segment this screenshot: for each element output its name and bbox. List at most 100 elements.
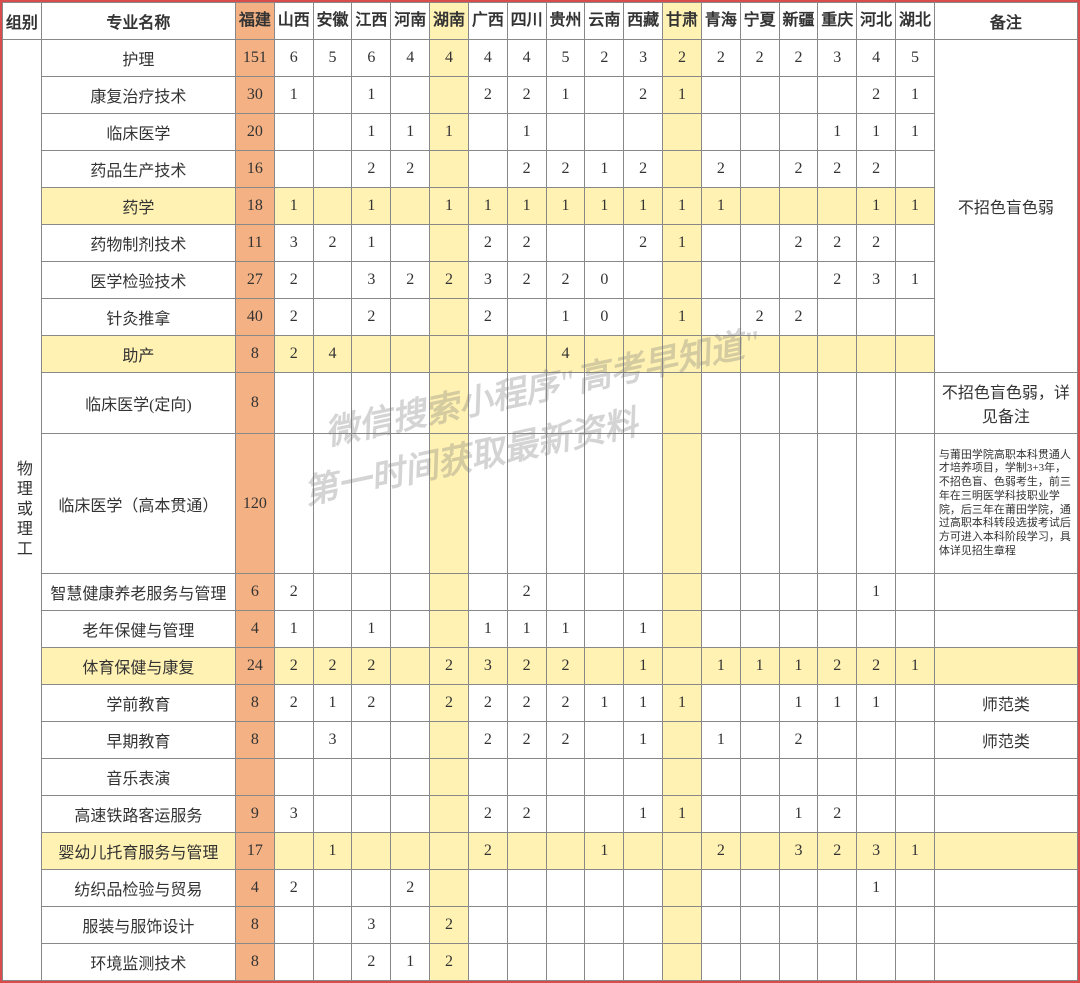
data-cell — [546, 225, 585, 262]
data-cell: 1 — [624, 188, 663, 225]
data-cell — [468, 907, 507, 944]
data-cell — [546, 759, 585, 796]
data-cell: 2 — [624, 225, 663, 262]
data-cell — [546, 796, 585, 833]
data-cell — [740, 611, 779, 648]
data-cell: 2 — [274, 262, 313, 299]
data-cell: 24 — [235, 648, 274, 685]
major-name: 高速铁路客运服务 — [41, 796, 235, 833]
data-cell — [740, 944, 779, 981]
data-cell: 2 — [624, 151, 663, 188]
data-cell: 8 — [235, 944, 274, 981]
data-cell: 2 — [546, 151, 585, 188]
data-cell — [468, 759, 507, 796]
data-cell: 2 — [352, 685, 391, 722]
data-cell — [430, 373, 469, 434]
data-cell — [624, 114, 663, 151]
data-cell — [818, 77, 857, 114]
data-cell: 2 — [274, 299, 313, 336]
data-cell: 1 — [391, 114, 430, 151]
data-cell: 6 — [235, 574, 274, 611]
data-cell: 2 — [507, 225, 546, 262]
data-cell: 1 — [896, 114, 935, 151]
data-cell: 2 — [779, 40, 818, 77]
data-cell: 4 — [313, 336, 352, 373]
data-cell — [391, 907, 430, 944]
data-cell: 16 — [235, 151, 274, 188]
data-cell — [507, 299, 546, 336]
data-cell: 2 — [274, 648, 313, 685]
major-name: 服装与服饰设计 — [41, 907, 235, 944]
data-cell: 3 — [352, 262, 391, 299]
data-cell — [585, 611, 624, 648]
data-cell — [896, 373, 935, 434]
data-cell — [779, 373, 818, 434]
data-cell: 4 — [430, 40, 469, 77]
data-cell — [857, 944, 896, 981]
data-cell: 2 — [468, 685, 507, 722]
data-cell: 2 — [701, 151, 740, 188]
data-cell — [391, 299, 430, 336]
data-cell — [624, 944, 663, 981]
data-cell — [663, 151, 702, 188]
col-header: 新疆 — [779, 3, 818, 40]
data-cell: 2 — [857, 77, 896, 114]
data-cell — [857, 611, 896, 648]
data-cell: 8 — [235, 373, 274, 434]
data-cell: 2 — [274, 870, 313, 907]
major-name: 药物制剂技术 — [41, 225, 235, 262]
col-header: 福建 — [235, 3, 274, 40]
data-cell — [701, 434, 740, 574]
data-cell — [585, 796, 624, 833]
note-cell — [934, 907, 1077, 944]
data-cell — [313, 907, 352, 944]
note-cell: 与莆田学院高职本科贯通人才培养项目，学制3+3年，不招色盲、色弱考生，前三年在三… — [934, 434, 1077, 574]
data-cell: 1 — [701, 722, 740, 759]
data-cell — [624, 833, 663, 870]
data-cell — [624, 373, 663, 434]
data-cell: 2 — [430, 262, 469, 299]
data-cell — [857, 796, 896, 833]
data-cell — [507, 944, 546, 981]
data-cell — [663, 262, 702, 299]
data-cell — [391, 722, 430, 759]
data-cell — [896, 722, 935, 759]
data-cell — [818, 336, 857, 373]
data-cell — [585, 373, 624, 434]
major-name: 药品生产技术 — [41, 151, 235, 188]
data-cell — [779, 907, 818, 944]
data-cell: 4 — [235, 870, 274, 907]
data-cell — [701, 262, 740, 299]
data-cell — [740, 796, 779, 833]
data-cell — [313, 870, 352, 907]
data-cell: 20 — [235, 114, 274, 151]
data-cell: 2 — [818, 796, 857, 833]
data-cell — [663, 833, 702, 870]
major-name: 临床医学 — [41, 114, 235, 151]
data-cell: 1 — [468, 611, 507, 648]
data-cell — [507, 373, 546, 434]
data-cell — [701, 114, 740, 151]
data-cell: 2 — [779, 722, 818, 759]
data-cell: 1 — [585, 685, 624, 722]
data-cell — [391, 611, 430, 648]
data-cell — [663, 944, 702, 981]
data-cell — [507, 336, 546, 373]
data-cell — [896, 759, 935, 796]
data-cell — [391, 796, 430, 833]
data-cell — [779, 188, 818, 225]
data-cell: 1 — [624, 796, 663, 833]
col-header: 贵州 — [546, 3, 585, 40]
data-cell: 1 — [507, 611, 546, 648]
data-cell — [585, 759, 624, 796]
data-cell: 1 — [779, 796, 818, 833]
col-header: 组别 — [3, 3, 42, 40]
data-cell — [430, 722, 469, 759]
data-cell: 1 — [663, 188, 702, 225]
data-cell — [740, 759, 779, 796]
data-cell: 2 — [701, 40, 740, 77]
data-cell — [274, 434, 313, 574]
data-cell — [896, 336, 935, 373]
data-cell — [663, 114, 702, 151]
col-header: 江西 — [352, 3, 391, 40]
